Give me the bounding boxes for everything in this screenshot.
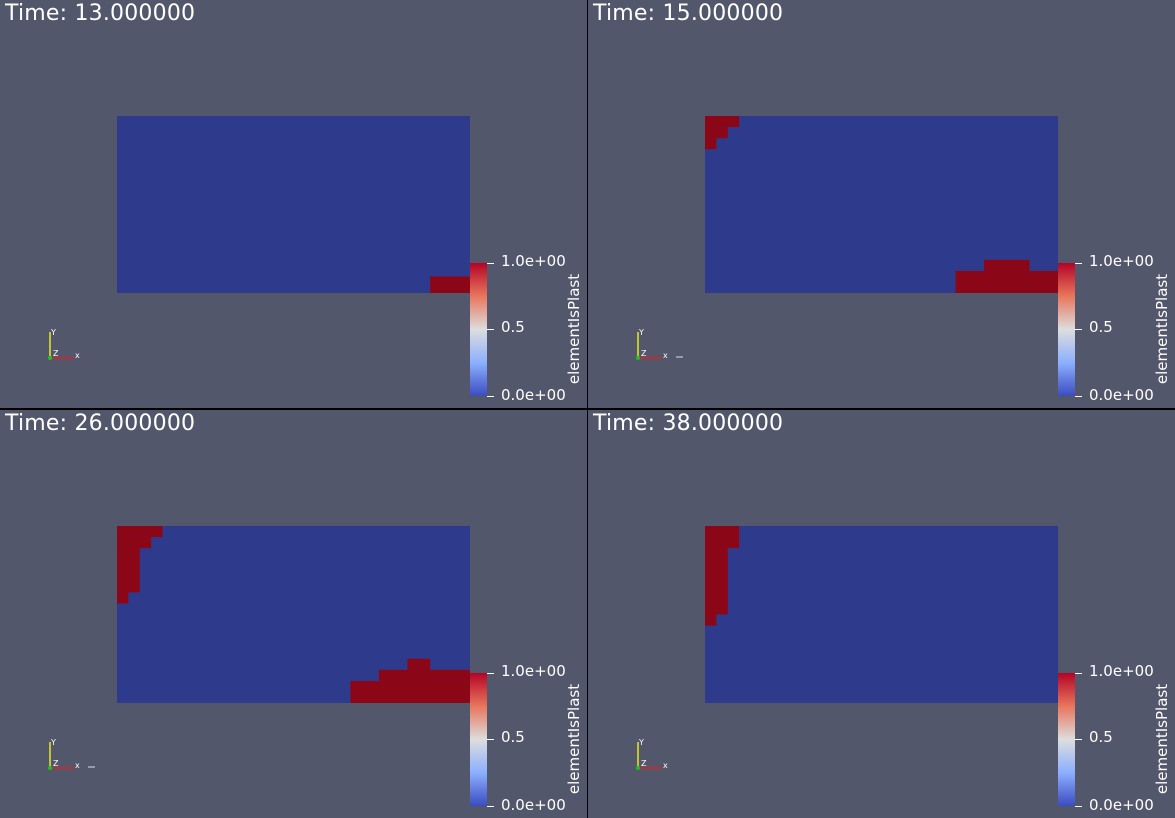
colorbar-min-label: 0.0e+00 bbox=[501, 386, 566, 404]
elastic-domain bbox=[117, 116, 470, 293]
plastic-region bbox=[407, 658, 431, 670]
colorbar-max-label: 1.0e+00 bbox=[501, 252, 566, 270]
colorbar-tick bbox=[1075, 396, 1082, 397]
plastic-region bbox=[705, 127, 728, 139]
z-axis-arrow bbox=[48, 766, 52, 770]
colorbar-title: elementIsPlast bbox=[565, 273, 583, 385]
time-annotation: Time: 38.000000 bbox=[593, 411, 784, 436]
colorbar-tick bbox=[487, 739, 494, 740]
time-annotation: Time: 13.000000 bbox=[5, 1, 196, 26]
y-axis-label: Y bbox=[638, 738, 644, 747]
plastic-region bbox=[705, 526, 740, 549]
plastic-region bbox=[117, 548, 140, 593]
plastic-region bbox=[117, 526, 163, 538]
colorbar-tick bbox=[1075, 263, 1082, 264]
colorbar-title: elementIsPlast bbox=[1153, 683, 1171, 795]
colorbar-min-label: 0.0e+00 bbox=[1089, 796, 1154, 814]
y-axis-label: Y bbox=[50, 328, 56, 337]
mesh-plot bbox=[705, 116, 1058, 293]
plastic-region bbox=[705, 138, 717, 150]
orientation-axes-icon[interactable]: Yx Z bbox=[44, 326, 104, 366]
mesh-plot bbox=[117, 116, 470, 293]
plastic-region bbox=[705, 614, 717, 626]
plastic-region bbox=[705, 548, 728, 615]
colorbar-tick bbox=[487, 329, 494, 330]
colorbar-mid-label: 0.5 bbox=[501, 318, 525, 336]
plastic-region bbox=[378, 669, 470, 681]
render-view-2[interactable]: Time: 15.000000 1.0e+00 0.5 0.0e+00 elementI… bbox=[588, 0, 1175, 408]
colorbar-max-label: 1.0e+00 bbox=[501, 662, 566, 680]
x-axis-label: x bbox=[75, 761, 80, 770]
z-axis-arrow bbox=[636, 766, 640, 770]
time-annotation: Time: 15.000000 bbox=[593, 1, 784, 26]
plastic-region bbox=[955, 270, 1058, 293]
color-legend-bar bbox=[470, 673, 487, 806]
plastic-region bbox=[117, 537, 152, 549]
color-legend-bar bbox=[1058, 673, 1075, 806]
elastic-domain bbox=[705, 526, 1058, 703]
colorbar-tick bbox=[487, 396, 494, 397]
mesh-plot bbox=[705, 526, 1058, 703]
x-axis-label: x bbox=[663, 761, 668, 770]
color-legend-bar bbox=[1058, 263, 1075, 396]
z-axis-arrow bbox=[636, 356, 640, 360]
render-view-3[interactable]: Time: 26.000000 1.0e+00 0.5 0.0e+00 elementI… bbox=[0, 410, 587, 818]
colorbar-min-label: 0.0e+00 bbox=[1089, 386, 1154, 404]
z-axis-label: Z bbox=[53, 759, 59, 768]
colorbar-title: elementIsPlast bbox=[565, 683, 583, 795]
orientation-axes-icon[interactable]: Yx Z bbox=[632, 326, 692, 366]
plastic-region bbox=[705, 116, 740, 128]
color-legend-bar bbox=[470, 263, 487, 396]
colorbar-min-label: 0.0e+00 bbox=[501, 796, 566, 814]
plastic-region bbox=[117, 592, 129, 604]
colorbar-tick bbox=[487, 673, 494, 674]
colorbar-tick bbox=[1075, 329, 1082, 330]
x-axis-label: x bbox=[75, 351, 80, 360]
z-axis-label: Z bbox=[641, 349, 647, 358]
plastic-region bbox=[350, 680, 470, 703]
colorbar-max-label: 1.0e+00 bbox=[1089, 252, 1154, 270]
colorbar-tick bbox=[1075, 739, 1082, 740]
colorbar-mid-label: 0.5 bbox=[1089, 728, 1113, 746]
plastic-region bbox=[984, 259, 1030, 271]
plastic-region bbox=[430, 276, 470, 293]
y-axis-label: Y bbox=[50, 738, 56, 747]
colorbar-max-label: 1.0e+00 bbox=[1089, 662, 1154, 680]
colorbar-mid-label: 0.5 bbox=[501, 728, 525, 746]
colorbar-tick bbox=[1075, 806, 1082, 807]
render-view-4[interactable]: Time: 38.000000 1.0e+00 0.5 0.0e+00 elementI… bbox=[588, 410, 1175, 818]
z-axis-label: Z bbox=[641, 759, 647, 768]
colorbar-tick bbox=[1075, 673, 1082, 674]
orientation-axes-icon[interactable]: Yx Z bbox=[632, 736, 692, 776]
colorbar-mid-label: 0.5 bbox=[1089, 318, 1113, 336]
z-axis-arrow bbox=[48, 356, 52, 360]
mesh-plot bbox=[117, 526, 470, 703]
orientation-axes-icon[interactable]: Yx Z bbox=[44, 736, 104, 776]
x-axis-label: x bbox=[663, 351, 668, 360]
z-axis-label: Z bbox=[53, 349, 59, 358]
time-annotation: Time: 26.000000 bbox=[5, 411, 196, 436]
colorbar-title: elementIsPlast bbox=[1153, 273, 1171, 385]
render-view-1[interactable]: Time: 13.000000 1.0e+00 0.5 0.0e+00 elementI… bbox=[0, 0, 587, 408]
colorbar-tick bbox=[487, 263, 494, 264]
colorbar-tick bbox=[487, 806, 494, 807]
y-axis-label: Y bbox=[638, 328, 644, 337]
